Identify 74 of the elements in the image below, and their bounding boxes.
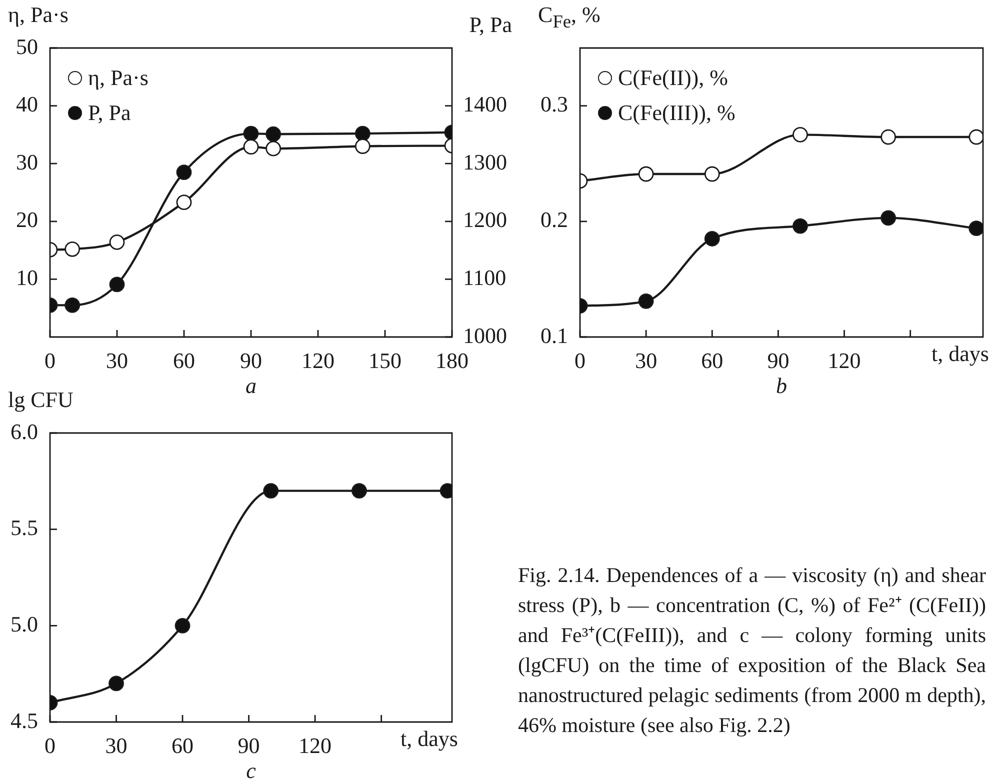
x-tick-label: 120 [298,732,332,758]
point [266,140,282,156]
point [354,126,370,142]
x-tick-label: 120 [828,348,861,373]
y2-tick-label: 1300 [463,149,507,174]
x-tick-label: 180 [436,348,468,373]
point [64,298,80,313]
x-tick-label: 150 [368,348,402,373]
point [704,166,720,182]
x-tick-label: 0 [574,348,586,373]
text: c [245,758,257,780]
point [704,231,720,246]
point [266,126,282,142]
y-tick-label: 0.2 [540,207,568,232]
point [109,276,125,292]
point [354,138,370,154]
y-axis-title: η, Pa·s [8,2,68,28]
x-tick-label: 30 [105,732,128,758]
y-tick-label: 30 [16,149,38,174]
x-tick-label: 30 [106,348,128,373]
y2-axis-title: P, Pa [469,12,512,38]
x-tick-label: 60 [172,732,194,758]
y-axis-title: C$_{Fe}$, % [538,2,600,32]
point [174,618,190,634]
y-axis-title: lg CFU [8,387,74,413]
y-tick-label: 20 [16,207,38,232]
legend-label: C(Fe(II)), % [618,64,728,92]
legend-label: η, Pa·s [88,64,148,92]
y-tick-label: 40 [16,92,38,117]
legend-label: C(Fe(III)), % [618,99,736,127]
point [352,483,367,498]
point [638,293,654,309]
y-tick-label: 0.3 [540,92,568,117]
y-tick-label: 5.0 [10,611,38,636]
y-tick-label: 6.0 [10,418,38,444]
caption: Fig. 2.14. Dependences of a — viscosity (η) and shear stress (P), b — concentration (C, %) of Fe²⁺ (C(FeII)) and Fe³⁺(C(FeIII)), and c — colony forming units (lgCFU) on the time of exposition of the Black Sea nanostructured pelagic sediments (from 2000 m depth), 46% moisture (see also Fig. 2.2) [518,562,986,739]
point [243,126,259,142]
x-tick-label: 60 [173,348,195,373]
y2-tick-label: 1400 [463,92,507,117]
point [968,129,983,145]
point [176,194,192,210]
x-tick-label: 90 [767,348,790,373]
point [176,164,192,180]
x-axis-title: t, days [400,726,458,752]
point [792,218,808,234]
y2-tick-label: 1200 [463,207,507,232]
point [880,129,896,145]
x-tick-label: 60 [701,348,724,373]
text: b [775,373,788,399]
y-tick-label: 5.5 [10,515,38,540]
x-tick-label: 90 [238,732,260,758]
x-tick-label: 0 [44,348,56,373]
point [968,220,983,236]
point [792,127,808,142]
x-tick-label: 90 [240,348,262,373]
x-tick-label: 0 [44,732,56,758]
y-tick-label: 10 [16,264,38,290]
point [880,210,896,226]
x-axis-title: t, days [932,341,989,367]
point [109,234,125,250]
y2-tick-label: 1000 [463,322,507,348]
point [64,241,80,257]
point [108,676,124,692]
text: a [244,373,258,399]
point [638,166,654,182]
legend-label: P, Pa [88,99,131,127]
point [263,483,279,498]
y2-tick-label: 1100 [463,264,506,290]
x-tick-label: 30 [635,348,658,373]
point [243,139,259,155]
x-tick-label: 120 [302,348,334,373]
y-tick-label: 50 [16,34,38,59]
y-tick-label: 4.5 [10,708,38,733]
y-tick-label: 0.1 [540,322,568,348]
